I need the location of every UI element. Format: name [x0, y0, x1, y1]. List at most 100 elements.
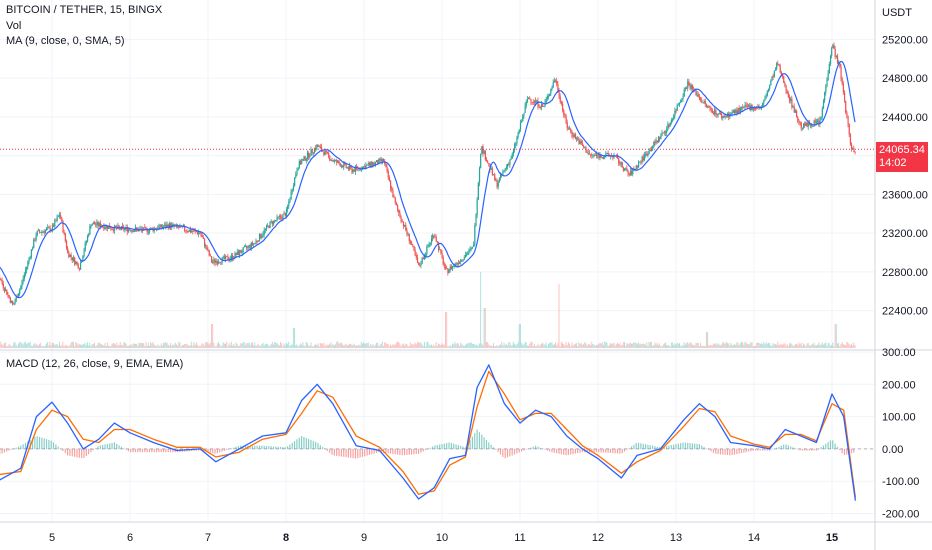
candle-body	[769, 85, 771, 89]
volume-bar	[452, 343, 454, 348]
macd-histogram-bar	[212, 448, 214, 454]
candle-body	[282, 214, 284, 219]
volume-bar	[474, 344, 476, 348]
volume-bar	[105, 345, 107, 348]
candle-body	[41, 231, 43, 233]
macd-histogram-bar	[785, 444, 787, 449]
volume-bar	[317, 343, 319, 348]
candle-body	[780, 72, 782, 75]
volume-bar	[600, 343, 602, 348]
macd-histogram-bar	[754, 448, 757, 451]
volume-bar	[609, 343, 611, 348]
macd-pane[interactable]	[0, 364, 875, 501]
time-axis[interactable]: 5 6 7 8 9 10 11 12 13 14 15	[49, 532, 838, 544]
volume-legend[interactable]: Vol	[6, 20, 22, 32]
macd-histogram-bar	[783, 444, 785, 449]
macd-histogram-bar	[1, 448, 3, 454]
volume-bar	[571, 342, 573, 348]
candle-body	[102, 226, 104, 228]
candle-body	[367, 163, 369, 165]
macd-histogram-bar	[354, 448, 357, 459]
volume-bar	[14, 341, 16, 348]
volume-bar	[760, 343, 762, 348]
volume-bar	[641, 344, 643, 348]
macd-histogram-bar	[815, 448, 817, 451]
volume-bar	[44, 345, 46, 348]
candle-body	[558, 91, 560, 97]
volume-bar	[497, 346, 499, 348]
ma-legend[interactable]: MA (9, close, 0, SMA, 5)	[6, 35, 125, 47]
volume-bar	[462, 345, 464, 348]
macd-histogram-bar	[104, 444, 106, 449]
signal-line	[0, 370, 857, 498]
volume-bar	[481, 343, 483, 348]
volume-bar	[821, 342, 823, 348]
candle-body	[567, 128, 570, 130]
candle-body	[26, 266, 28, 271]
candle-body	[178, 226, 180, 228]
macd-histogram-bar	[619, 448, 621, 454]
volume-bar	[470, 342, 472, 348]
volume-bar	[717, 343, 719, 348]
volume-bar	[457, 343, 459, 348]
volume-bar	[109, 346, 111, 348]
candle-body	[335, 160, 337, 161]
candle-body	[371, 161, 373, 167]
volume-bar	[47, 341, 49, 348]
volume-bar	[292, 328, 294, 348]
volume-bar	[191, 341, 193, 348]
candle-body	[461, 259, 463, 261]
macd-legend[interactable]: MACD (12, 26, close, 9, EMA, EMA)	[6, 358, 184, 370]
candle-body	[741, 106, 743, 108]
candle-body	[27, 261, 29, 267]
candle-body	[565, 115, 567, 123]
macd-histogram-bar	[558, 448, 560, 454]
macd-histogram-bar	[478, 432, 481, 449]
volume-bar	[295, 345, 297, 348]
symbol-title[interactable]: BITCOIN / TETHER, 15, BINGX	[6, 4, 163, 16]
macd-histogram-bar	[581, 448, 583, 453]
candle-body	[452, 266, 454, 270]
volume-bar	[351, 344, 353, 348]
candle-body	[291, 190, 293, 192]
candle-body	[744, 104, 746, 107]
candle-body	[442, 257, 444, 265]
volume-bar	[199, 345, 201, 348]
volume-bar	[813, 342, 815, 348]
candle-body	[731, 112, 733, 114]
macd-histogram-bar	[773, 448, 775, 450]
volume-bar	[149, 345, 150, 348]
volume-bar	[576, 343, 578, 348]
candle-body	[753, 108, 756, 109]
candle-body	[784, 82, 786, 85]
price-axis[interactable]: 25200.0024800.0024400.0024000.0023600.00…	[882, 34, 928, 317]
volume-bar	[151, 343, 153, 348]
volume-bar	[469, 342, 471, 348]
candle-body	[524, 105, 526, 113]
volume-bar	[273, 344, 275, 348]
candle-body	[234, 252, 236, 258]
macd-histogram-bar	[703, 446, 705, 449]
macd-histogram-bar	[432, 446, 434, 449]
volume-bar	[388, 346, 390, 348]
macd-histogram-bar	[701, 445, 703, 449]
volume-bar	[297, 346, 299, 348]
candle-body	[211, 256, 213, 263]
macd-histogram-bar	[235, 446, 237, 449]
volume-bar	[781, 344, 783, 348]
volume-bar	[56, 343, 58, 348]
volume-bar	[248, 342, 250, 348]
price-pane[interactable]	[0, 42, 875, 306]
candle-body	[377, 160, 379, 164]
candle-body	[600, 154, 602, 158]
volume-bar	[492, 343, 494, 348]
volume-bar	[742, 342, 744, 348]
candle-body	[421, 257, 423, 264]
volume-bar	[196, 344, 198, 348]
macd-histogram-bar	[329, 448, 331, 453]
macd-histogram-bar	[726, 448, 729, 456]
candle-body	[646, 153, 648, 156]
volume-bar	[7, 345, 9, 348]
